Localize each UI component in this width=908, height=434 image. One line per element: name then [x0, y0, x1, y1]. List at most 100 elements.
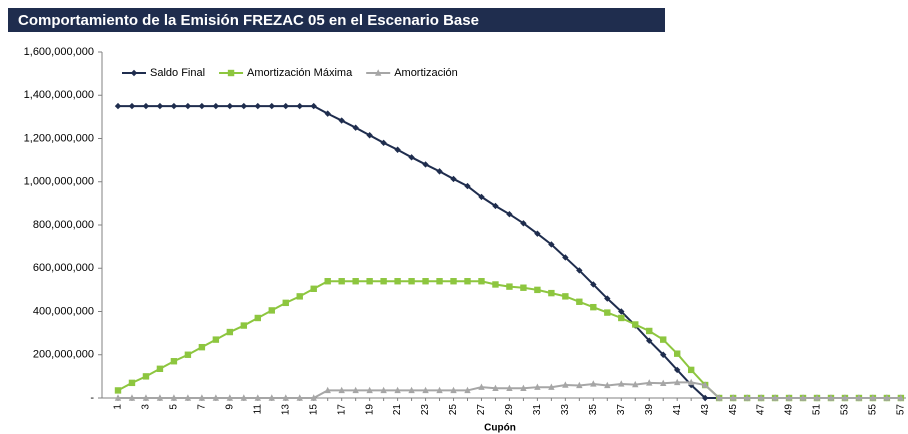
- point: [548, 289, 555, 297]
- y-tick-label: 800,000,000: [33, 219, 94, 231]
- point: [520, 384, 527, 391]
- x-tick-label: 27: [476, 404, 487, 416]
- y-tick-label: -: [90, 392, 94, 404]
- point: [212, 102, 220, 110]
- x-tick-label: 17: [336, 404, 347, 416]
- point: [226, 328, 234, 336]
- point: [478, 383, 485, 390]
- point: [170, 102, 178, 110]
- chart-title: Comportamiento de la Emisión FREZAC 05 e…: [18, 12, 479, 29]
- point: [408, 278, 415, 285]
- point: [450, 175, 457, 183]
- point: [422, 386, 429, 394]
- point: [156, 394, 164, 401]
- y-tick-label: 1,400,000,000: [24, 89, 94, 101]
- point: [660, 379, 667, 386]
- point: [646, 379, 653, 386]
- point: [156, 365, 164, 373]
- point: [198, 102, 206, 110]
- point: [352, 386, 359, 394]
- point: [394, 146, 401, 153]
- point: [184, 351, 192, 358]
- point: [827, 394, 835, 401]
- point: [128, 379, 136, 387]
- point: [799, 394, 807, 401]
- point: [450, 278, 457, 285]
- point: [422, 278, 429, 285]
- point: [436, 168, 443, 175]
- point: [142, 394, 150, 401]
- point: [352, 124, 359, 131]
- x-tick-label: 23: [420, 404, 431, 416]
- x-tick-label: 39: [644, 404, 655, 416]
- point: [380, 139, 387, 147]
- point: [282, 394, 289, 401]
- point: [282, 102, 289, 110]
- title-bar: [8, 8, 665, 32]
- point: [240, 394, 248, 401]
- x-tick-label: 15: [308, 404, 319, 416]
- legend-marker: [374, 69, 382, 76]
- point: [310, 285, 317, 292]
- point: [436, 386, 443, 394]
- point: [687, 366, 695, 374]
- x-tick-label: 53: [840, 404, 851, 416]
- point: [366, 132, 373, 139]
- point: [660, 336, 667, 343]
- y-tick-label: 600,000,000: [33, 262, 94, 274]
- point: [646, 337, 653, 344]
- point: [590, 303, 597, 311]
- point: [226, 102, 234, 110]
- point: [841, 394, 849, 401]
- point: [729, 394, 737, 401]
- point: [548, 241, 555, 248]
- y-tick-label: 1,000,000,000: [24, 176, 94, 188]
- point: [142, 102, 150, 110]
- x-tick-label: 7: [197, 404, 208, 410]
- x-tick-label: 11: [252, 404, 263, 415]
- point: [464, 386, 471, 394]
- x-tick-label: 3: [141, 404, 152, 410]
- point: [450, 386, 457, 394]
- point: [618, 314, 625, 322]
- point: [576, 381, 583, 389]
- point: [492, 384, 499, 391]
- point: [660, 351, 667, 358]
- point: [590, 380, 597, 387]
- x-tick-label: 21: [392, 404, 403, 416]
- point: [562, 254, 569, 261]
- point: [310, 102, 317, 110]
- point: [296, 102, 303, 110]
- point: [548, 383, 555, 390]
- point: [422, 161, 429, 168]
- x-tick-label: 25: [448, 404, 459, 416]
- point: [506, 210, 513, 218]
- point: [254, 314, 261, 322]
- point: [562, 381, 569, 388]
- point: [757, 394, 765, 401]
- point: [212, 336, 220, 343]
- x-tick-label: 29: [504, 404, 515, 416]
- point: [478, 193, 485, 201]
- point: [590, 281, 597, 288]
- point: [394, 386, 401, 394]
- point: [897, 394, 905, 401]
- legend-label: Amortización Máxima: [247, 67, 353, 79]
- x-tick-label: 45: [728, 404, 739, 416]
- point: [338, 386, 345, 394]
- series-line: [118, 105, 901, 399]
- legend-label: Saldo Final: [150, 67, 205, 79]
- point: [408, 386, 415, 394]
- point: [855, 394, 863, 401]
- x-axis-label: Cupón: [484, 423, 516, 434]
- point: [506, 283, 513, 290]
- x-tick-label: 9: [224, 404, 235, 410]
- point: [324, 110, 331, 117]
- y-tick-label: 400,000,000: [33, 305, 94, 317]
- series-line: [117, 280, 901, 399]
- x-tick-label: 37: [616, 404, 627, 416]
- x-tick-label: 41: [672, 404, 683, 416]
- point: [506, 384, 513, 391]
- point: [492, 202, 499, 210]
- point: [268, 394, 275, 401]
